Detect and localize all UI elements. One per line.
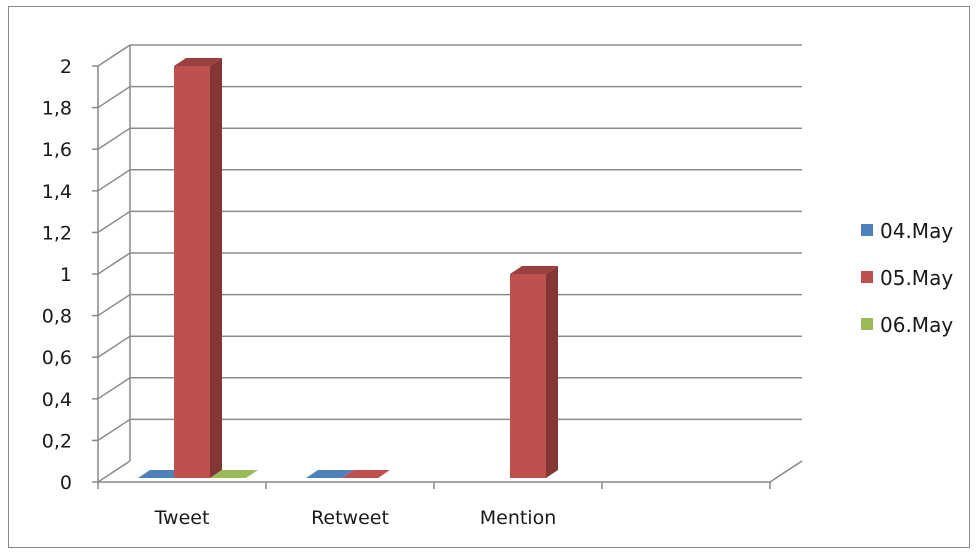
gridline <box>97 44 802 67</box>
x-tick-label: Tweet <box>154 507 210 529</box>
y-tick-label: 0,2 <box>42 430 72 452</box>
y-tick-label: 1 <box>60 264 72 286</box>
legend-label: 05.May <box>880 266 953 290</box>
y-tick-label: 1,2 <box>42 222 72 244</box>
legend-swatch <box>861 271 873 283</box>
bar-top <box>342 470 390 478</box>
bar-05.May-Mention <box>510 266 558 478</box>
gridline <box>97 210 802 234</box>
bar-side <box>546 266 558 478</box>
gridlines <box>97 44 802 483</box>
bar-top <box>210 470 258 478</box>
gridline <box>97 85 802 109</box>
legend: 04.May 05.May 06.May <box>861 219 953 337</box>
gridline <box>97 169 802 192</box>
y-tick-label: 1,6 <box>42 139 72 161</box>
gridline <box>97 127 802 150</box>
gridline <box>97 252 802 275</box>
bar-top <box>306 470 354 478</box>
gridline <box>97 460 131 483</box>
bars <box>138 58 558 478</box>
legend-swatch <box>861 224 873 236</box>
gridline <box>97 335 802 358</box>
y-axis: 0 0,2 0,4 0,6 0,8 1 1,2 1,4 1,6 1,8 2 <box>42 56 99 494</box>
y-tick-label: 0,4 <box>42 389 72 411</box>
x-axis: Tweet Retweet Mention <box>97 482 771 529</box>
legend-label: 04.May <box>880 219 953 243</box>
gridline <box>97 377 802 400</box>
bar-top <box>174 58 222 66</box>
y-tick-label: 0 <box>60 472 72 494</box>
legend-label: 06.May <box>880 313 953 337</box>
x-tick-label: Retweet <box>311 507 389 529</box>
bar-front <box>510 274 546 478</box>
bar-06.May-Tweet <box>210 470 258 478</box>
bar-04.May-Retweet <box>306 470 354 478</box>
y-tick-label: 1,8 <box>42 98 72 120</box>
bar-05.May-Tweet <box>174 58 222 478</box>
bar-side <box>210 58 222 478</box>
bar-05.May-Retweet <box>342 470 390 478</box>
gridline <box>97 293 802 317</box>
bar-top <box>510 266 558 274</box>
y-tick-label: 0,8 <box>42 306 72 328</box>
y-tick-label: 2 <box>60 56 72 78</box>
x-tick-label: Mention <box>480 507 557 529</box>
y-tick-label: 1,4 <box>42 181 72 203</box>
chart-frame <box>8 6 970 548</box>
y-tick-label: 0,6 <box>42 347 72 369</box>
bar-front <box>174 66 210 478</box>
legend-swatch <box>861 318 873 330</box>
gridline <box>97 418 802 442</box>
